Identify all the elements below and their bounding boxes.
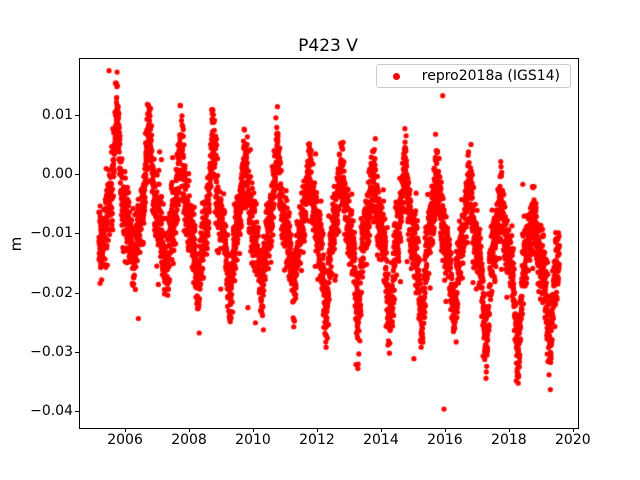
y-tick-mark [75, 174, 79, 176]
scatter-points-canvas [80, 59, 578, 428]
chart-title: P423 V [298, 36, 358, 56]
y-tick-label: −0.03 [30, 343, 73, 360]
y-axis-label: m [7, 236, 25, 252]
y-tick-label: 0.00 [41, 166, 73, 183]
x-tick-mark [380, 428, 382, 432]
x-tick-label: 2016 [427, 432, 463, 448]
y-tick-label: −0.04 [30, 403, 73, 419]
x-tick-mark [572, 428, 574, 432]
x-tick-mark [508, 428, 510, 432]
x-tick-mark [316, 428, 318, 432]
y-tick-mark [75, 114, 79, 116]
y-tick-mark [75, 292, 79, 294]
x-tick-label: 2014 [363, 432, 399, 448]
x-tick-mark [252, 428, 254, 432]
x-tick-label: 2008 [171, 432, 207, 448]
legend: repro2018a (IGS14) [375, 64, 571, 88]
x-tick-label: 2012 [299, 432, 335, 448]
y-tick-label: 0.01 [41, 106, 73, 123]
legend-label: repro2018a (IGS14) [421, 68, 560, 84]
x-tick-mark [444, 428, 446, 432]
y-tick-mark [75, 351, 79, 353]
x-tick-label: 2010 [235, 432, 271, 448]
x-tick-mark [189, 428, 191, 432]
x-tick-label: 2020 [555, 432, 591, 448]
y-tick-label: −0.02 [30, 284, 73, 301]
y-tick-label: −0.01 [30, 225, 73, 242]
legend-marker-dot [392, 72, 400, 80]
y-tick-mark [75, 233, 79, 235]
y-tick-mark [75, 411, 79, 412]
x-tick-label: 2018 [491, 432, 527, 448]
x-tick-mark [125, 428, 127, 432]
x-tick-label: 2006 [107, 432, 143, 448]
plot-area: repro2018a (IGS14) [79, 58, 579, 429]
